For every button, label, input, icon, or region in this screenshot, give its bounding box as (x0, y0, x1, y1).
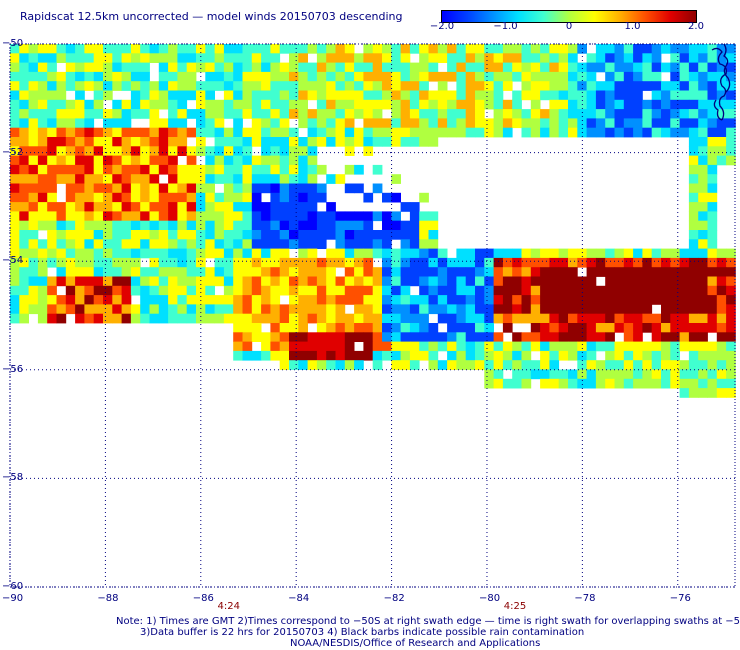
latitude-tick-label: −54 (2, 255, 24, 267)
coastline (711, 43, 731, 121)
longitude-tick-label: −86 (192, 593, 214, 604)
colorbar-tick-label: 1.0 (624, 21, 641, 32)
map-title: Rapidscat 12.5km uncorrected — model win… (20, 10, 403, 23)
map-frame (9, 43, 736, 588)
longitude-tick-label: −82 (383, 593, 405, 604)
footnote-line-3: NOAA/NESDIS/Office of Research and Appli… (290, 638, 541, 649)
longitude-tick-label: −90 (2, 593, 24, 604)
latitude-tick-label: −58 (2, 472, 24, 484)
longitude-tick-label: −80 (478, 593, 501, 604)
footnote-line-2: 3)Data buffer is 22 hrs for 20150703 4) … (140, 627, 585, 638)
colorbar-tick-label: 0 (565, 21, 573, 32)
colorbar-tick-label: −2.0 (429, 21, 455, 32)
swath-time-label: 4:25 (503, 601, 527, 612)
latitude-tick-label: −52 (2, 146, 24, 158)
latitude-tick-label: −60 (2, 581, 24, 592)
longitude-tick-label: −78 (574, 593, 596, 604)
colorbar (441, 10, 697, 23)
longitude-tick-label: −84 (288, 593, 310, 604)
latitude-tick-label: −50 (2, 38, 24, 49)
wind-difference-cells (10, 44, 736, 398)
colorbar-tick-label: −1.0 (493, 21, 518, 32)
latitude-tick-label: −56 (2, 363, 24, 375)
footnote-line-1: Note: 1) Times are GMT 2)Times correspon… (116, 616, 740, 627)
longitude-tick-label: −76 (669, 593, 691, 604)
swath-time-label: 4:24 (217, 601, 241, 612)
longitude-tick-label: −88 (97, 593, 119, 604)
colorbar-tick-label: 2.0 (688, 21, 704, 32)
